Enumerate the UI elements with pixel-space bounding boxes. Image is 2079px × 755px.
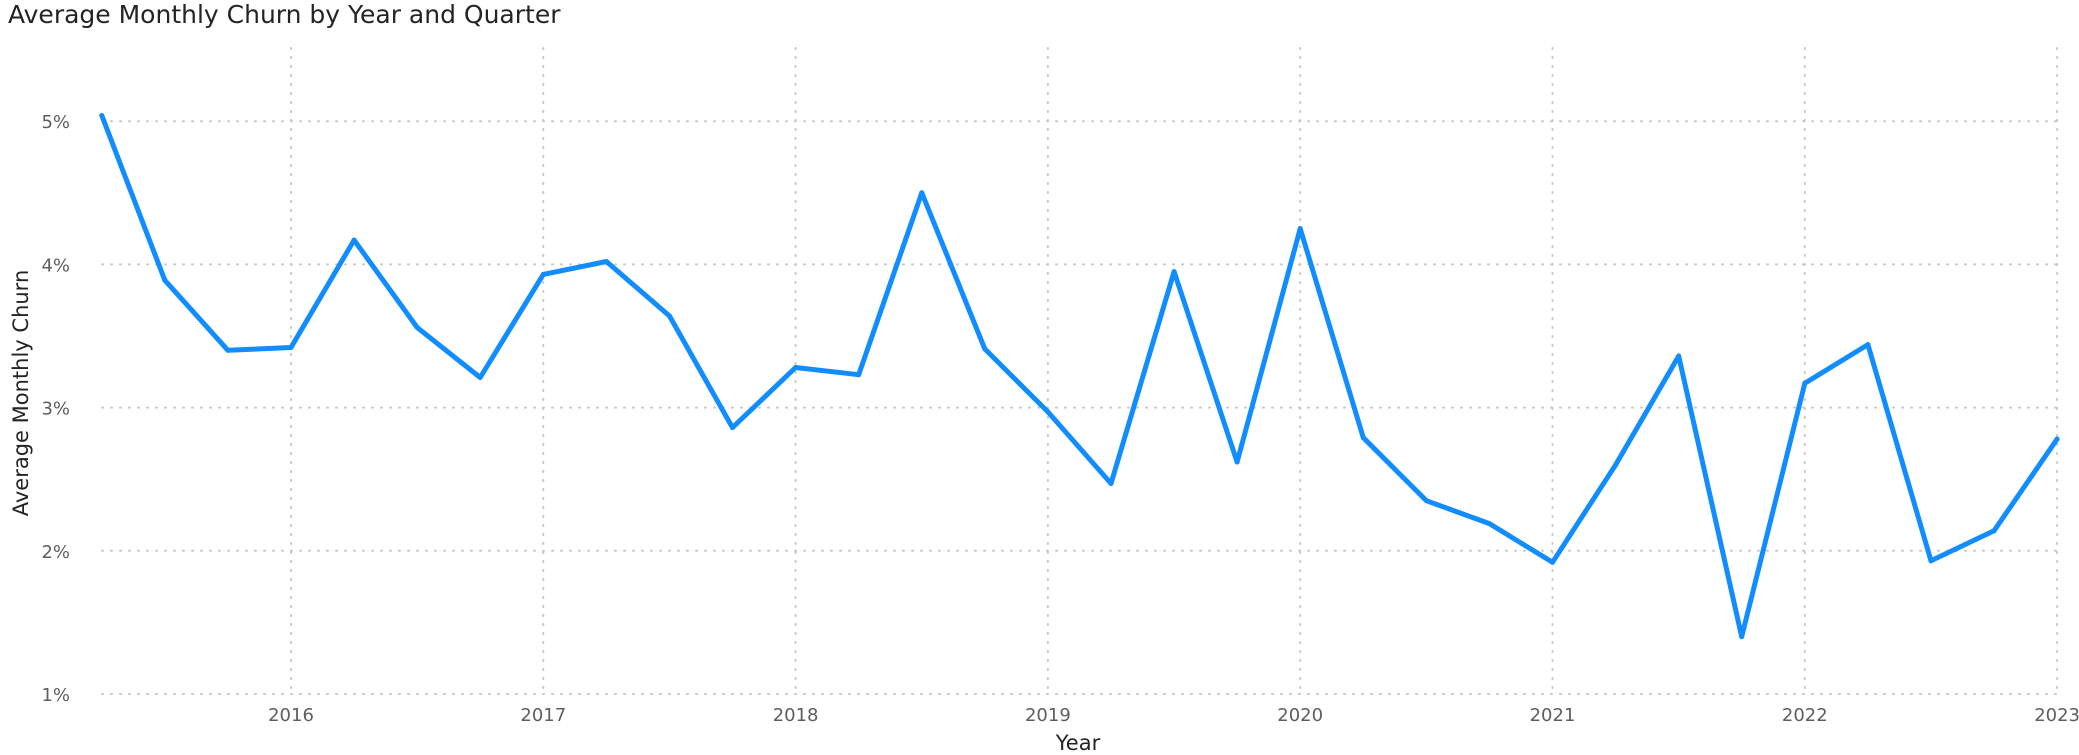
data-point xyxy=(1423,498,1429,504)
data-point xyxy=(1171,269,1177,275)
y-tick-label: 2% xyxy=(41,542,70,563)
data-point xyxy=(1991,528,1997,534)
data-point xyxy=(982,346,988,352)
data-point xyxy=(1865,342,1871,348)
x-tick-label: 2017 xyxy=(520,705,566,726)
x-tick-label: 2019 xyxy=(1025,705,1071,726)
y-tick-label: 4% xyxy=(41,255,70,276)
chart-title: Average Monthly Churn by Year and Quarte… xyxy=(8,0,561,29)
x-tick-label: 2016 xyxy=(268,705,314,726)
data-point xyxy=(1613,462,1619,468)
data-point xyxy=(2054,436,2060,442)
data-point xyxy=(1360,435,1366,441)
data-point xyxy=(351,237,357,243)
data-point xyxy=(99,113,105,118)
x-tick-label: 2021 xyxy=(1530,705,1576,726)
data-point xyxy=(1928,558,1934,564)
data-point xyxy=(603,259,609,264)
y-tick-label: 5% xyxy=(41,112,70,133)
data-point xyxy=(1108,481,1114,486)
data-point xyxy=(793,365,799,370)
data-point xyxy=(225,347,231,353)
x-axis-title: Year xyxy=(1055,731,1101,755)
data-point xyxy=(288,345,294,350)
data-point xyxy=(730,425,735,431)
data-point xyxy=(1676,353,1682,359)
y-tick-label: 3% xyxy=(41,399,70,420)
x-gridlines xyxy=(290,47,2059,695)
data-point xyxy=(414,324,420,330)
data-point xyxy=(1739,634,1745,640)
data-point xyxy=(1802,380,1808,386)
data-point xyxy=(1234,459,1240,465)
data-point xyxy=(1486,521,1492,527)
x-tick-label: 2020 xyxy=(1277,705,1323,726)
y-axis-ticks: 1% 2% 3% 4% 5% xyxy=(41,112,70,706)
data-point xyxy=(1550,559,1555,565)
x-tick-label: 2022 xyxy=(1782,705,1828,726)
x-tick-label: 2023 xyxy=(2034,705,2079,726)
series-line xyxy=(99,113,2060,640)
x-tick-label: 2018 xyxy=(773,705,819,726)
data-point xyxy=(1045,409,1051,415)
data-point xyxy=(162,277,168,283)
y-gridlines xyxy=(101,120,2065,695)
data-point xyxy=(540,271,546,277)
series-group xyxy=(99,113,2060,640)
data-point xyxy=(667,313,672,319)
data-point xyxy=(477,375,483,380)
data-point xyxy=(856,372,862,378)
data-point xyxy=(919,190,925,196)
y-tick-label: 1% xyxy=(41,685,70,706)
data-point xyxy=(1297,226,1303,232)
x-axis-ticks: 2016 2017 2018 2019 2020 2021 2022 2023 xyxy=(268,705,2079,726)
y-axis-title: Average Monthly Churn xyxy=(9,270,33,517)
